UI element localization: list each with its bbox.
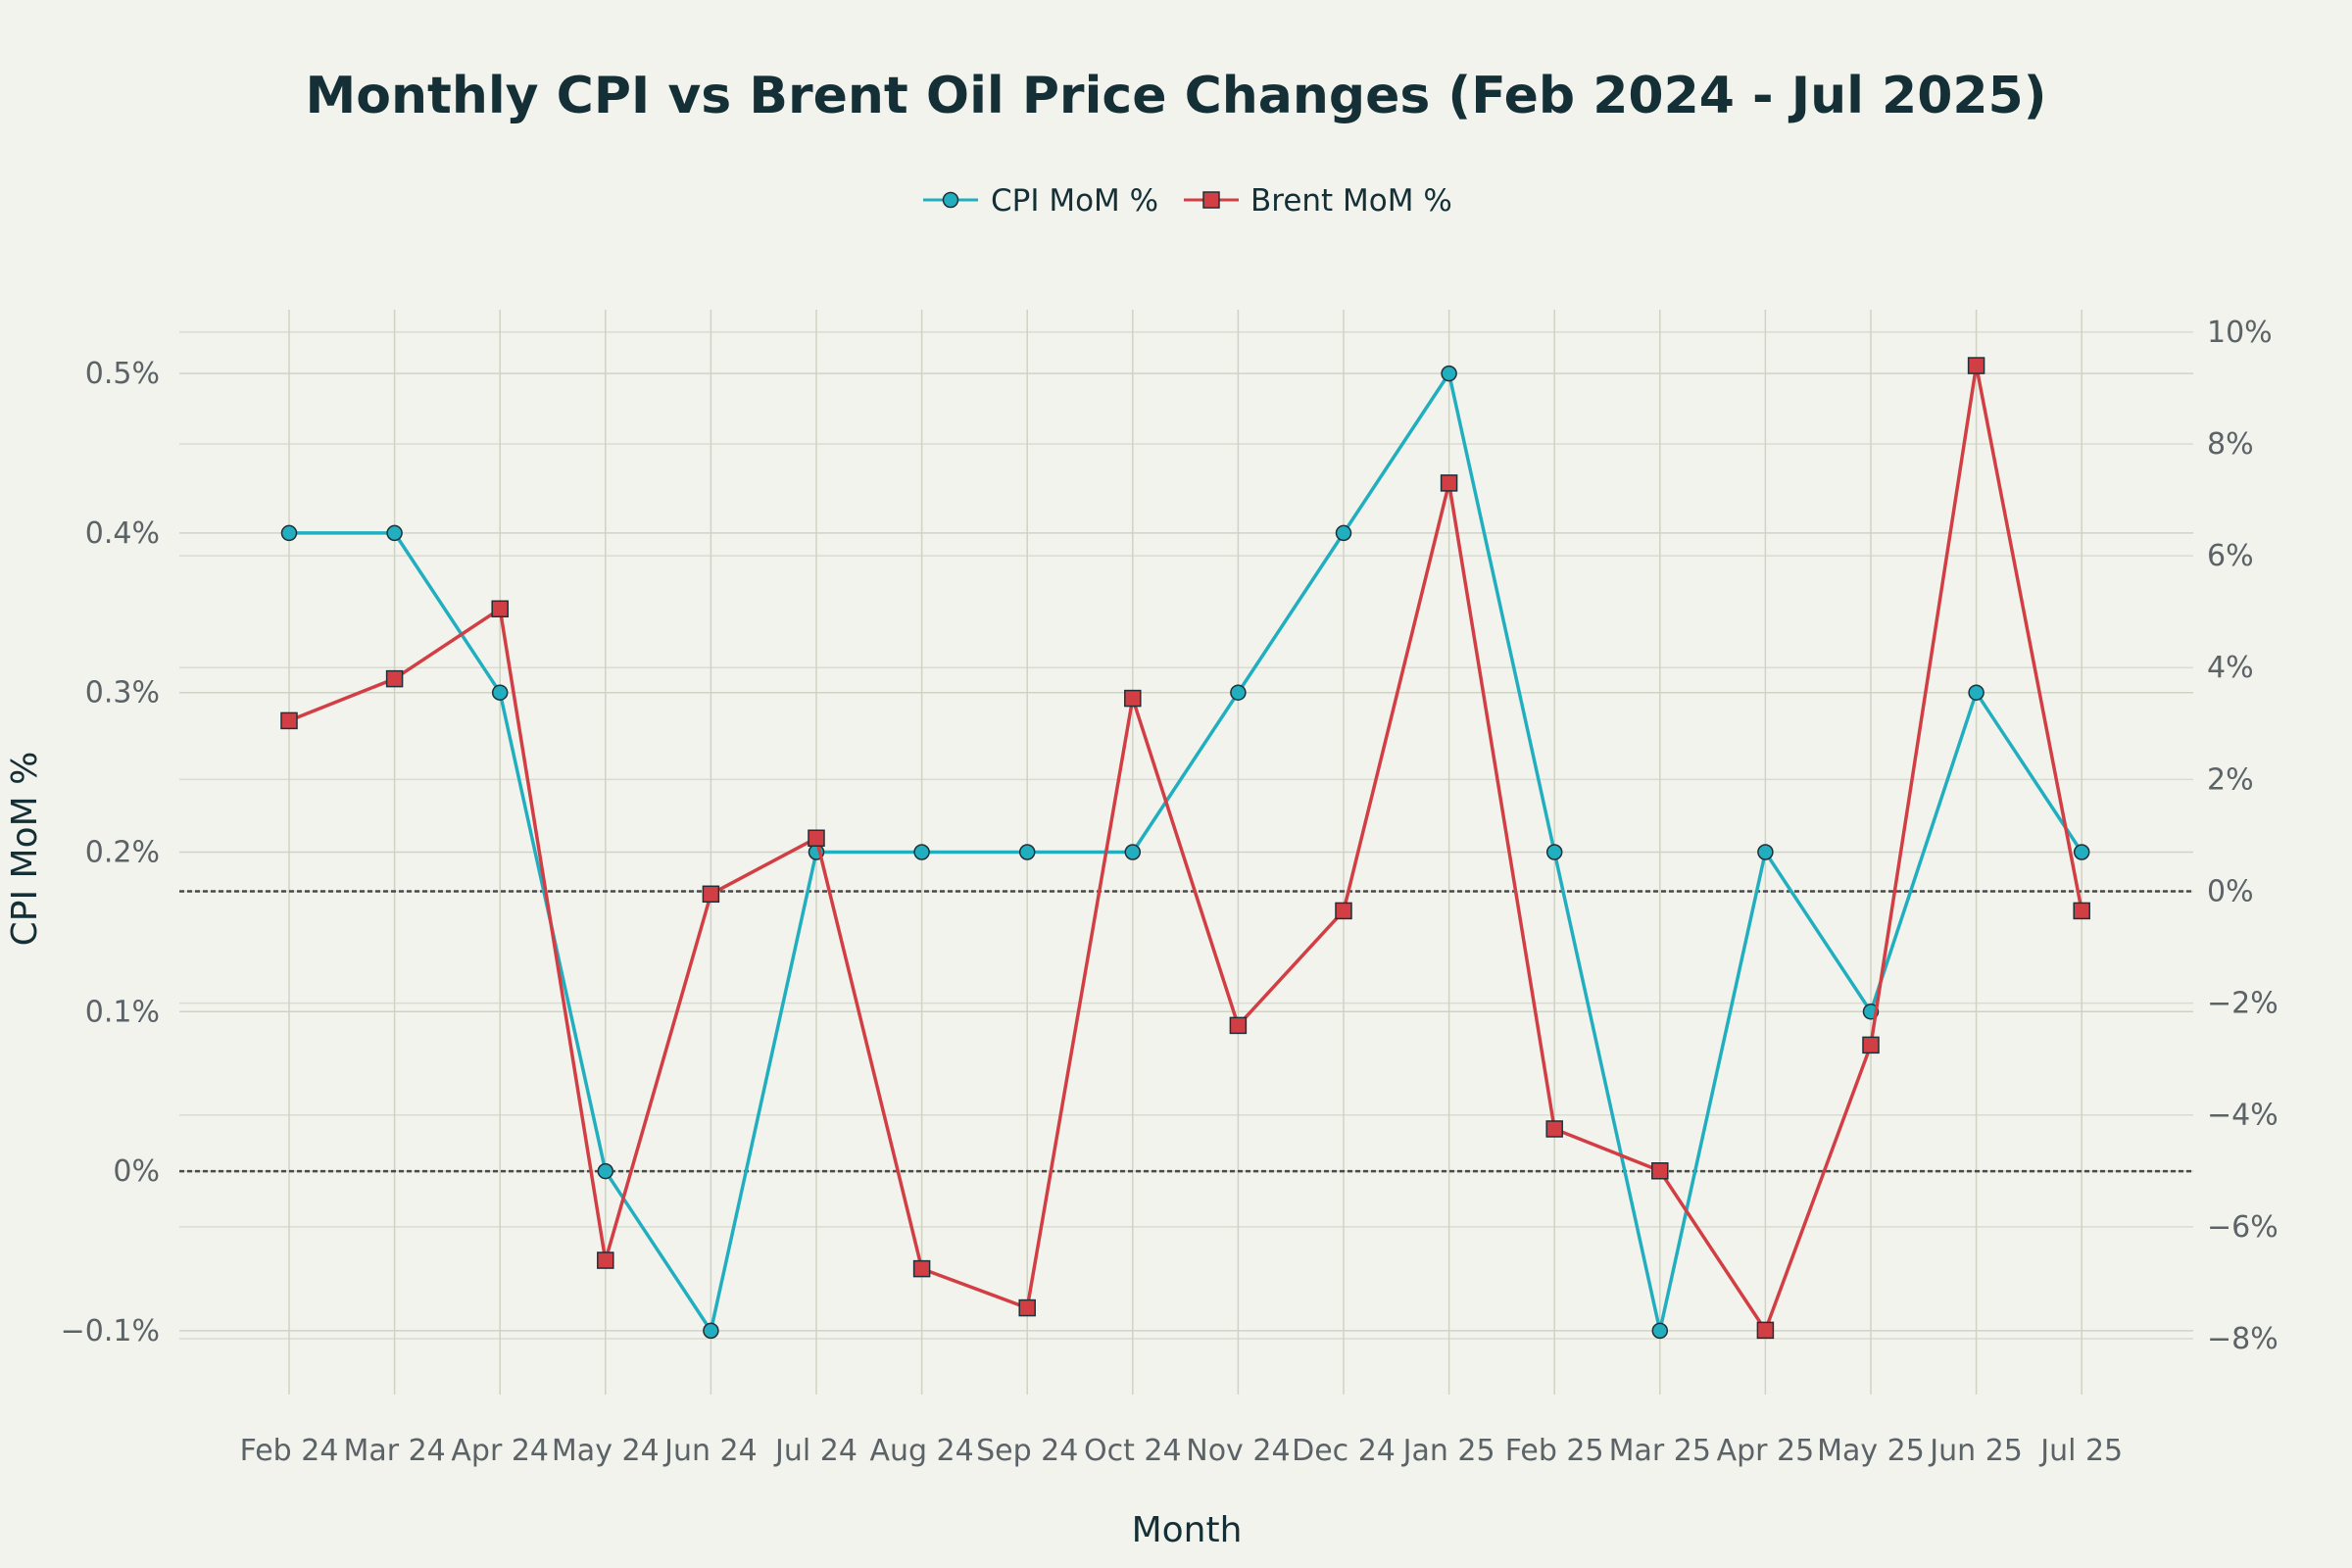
- cpi-point: [2073, 844, 2090, 860]
- x-tick-label: Feb 24: [240, 1434, 339, 1468]
- cpi-point: [1651, 1322, 1669, 1340]
- brent-point: [280, 711, 298, 730]
- y-tick-label: 0.1%: [85, 995, 160, 1029]
- brent-point: [1335, 902, 1352, 920]
- x-tick-label: Aug 24: [869, 1434, 973, 1468]
- x-tick-label: Jun 24: [662, 1434, 758, 1468]
- x-tick-label: Mar 25: [1609, 1434, 1711, 1468]
- legend-brent-label: Brent MoM %: [1250, 183, 1452, 219]
- cpi-series-line: [289, 371, 2083, 1333]
- cpi-point: [1018, 844, 1036, 860]
- gridlines: [179, 310, 2193, 1395]
- brent-point: [597, 1251, 614, 1269]
- legend-cpi-marker: [942, 191, 959, 209]
- legend: CPI MoM % Brent MoM %: [923, 183, 1452, 219]
- x-tick-label: Sep 24: [976, 1434, 1078, 1468]
- y-tick-label: 0.2%: [85, 836, 160, 870]
- cpi-point: [386, 524, 403, 542]
- y2-tick-label: 2%: [2207, 762, 2254, 797]
- x-tick-label: Dec 24: [1292, 1434, 1396, 1468]
- y-tick-label: 0.5%: [85, 357, 160, 391]
- y2-tick-label: −8%: [2207, 1322, 2278, 1356]
- cpi-point: [913, 844, 930, 860]
- x-tick-label: Jul 25: [2038, 1434, 2123, 1468]
- x-tick-label: May 25: [1817, 1434, 1925, 1468]
- y-tick-label: −0.1%: [61, 1314, 160, 1348]
- y-tick-label: 0.4%: [85, 516, 160, 551]
- brent-point: [491, 600, 509, 618]
- brent-point: [702, 885, 720, 904]
- x-axis-title: Month: [1132, 1510, 1243, 1550]
- brent-point: [1124, 689, 1142, 708]
- x-tick-label: Apr 25: [1717, 1434, 1815, 1468]
- x-tick-label: Feb 25: [1505, 1434, 1604, 1468]
- brent-point: [385, 669, 404, 688]
- x-tick-label: Nov 24: [1186, 1434, 1290, 1468]
- legend-cpi-label: CPI MoM %: [991, 183, 1158, 219]
- y2-tick-label: −4%: [2207, 1099, 2278, 1133]
- brent-point: [1018, 1298, 1036, 1317]
- y2-tick-label: 6%: [2207, 539, 2254, 573]
- y2-tick-label: −2%: [2207, 987, 2278, 1021]
- brent-point: [2073, 902, 2090, 920]
- brent-point: [1862, 1036, 1880, 1054]
- cpi-point: [1230, 684, 1247, 701]
- x-tick-label: May 24: [552, 1434, 660, 1468]
- y2-tick-label: 4%: [2207, 651, 2254, 685]
- cpi-point: [597, 1162, 614, 1180]
- y-axis-title: CPI MoM %: [5, 752, 45, 947]
- series-layer: [280, 357, 2090, 1340]
- y2-tick-label: −6%: [2207, 1210, 2278, 1245]
- cpi-point: [1441, 365, 1457, 382]
- x-tick-label: Oct 24: [1084, 1434, 1182, 1468]
- y2-tick-label: 8%: [2207, 427, 2254, 462]
- brent-point: [1545, 1120, 1563, 1138]
- brent-point: [808, 829, 825, 847]
- cpi-point: [1124, 844, 1142, 860]
- cpi-point: [1545, 844, 1563, 860]
- y2-tick-label: 0%: [2207, 874, 2254, 908]
- cpi-point: [1335, 524, 1352, 542]
- cpi-point: [1968, 684, 1984, 701]
- x-tick-label: Jun 25: [1928, 1434, 2023, 1468]
- brent-series-line: [288, 364, 2083, 1333]
- x-tick-label: Jan 25: [1401, 1434, 1495, 1468]
- brent-point: [1756, 1321, 1775, 1340]
- y2-tick-label: 10%: [2207, 316, 2273, 350]
- y-tick-label: 0%: [113, 1154, 160, 1189]
- cpi-point: [280, 524, 298, 542]
- brent-point: [1967, 357, 1985, 374]
- zero-reference-lines: [179, 890, 2193, 1173]
- brent-point: [1229, 1016, 1248, 1035]
- y-axis-left-ticks: −0.1% 0% 0.1% 0.2% 0.3% 0.4% 0.5%: [61, 357, 160, 1348]
- legend-brent-marker: [1202, 191, 1220, 209]
- y-tick-label: 0.3%: [85, 676, 160, 710]
- y-axis-right-ticks: −8% −6% −4% −2% 0% 2% 4% 6% 8% 10%: [2207, 316, 2278, 1356]
- cpi-point: [1757, 844, 1774, 860]
- x-tick-label: Jul 24: [773, 1434, 858, 1468]
- cpi-point: [703, 1322, 719, 1340]
- brent-point: [912, 1259, 931, 1278]
- x-axis-ticks: Feb 24 Mar 24 Apr 24 May 24 Jun 24 Jul 24 Aug …: [240, 1434, 2124, 1468]
- x-tick-label: Apr 24: [451, 1434, 549, 1468]
- cpi-point: [491, 684, 509, 701]
- brent-point: [1651, 1162, 1669, 1180]
- x-tick-label: Mar 24: [343, 1434, 445, 1468]
- brent-point: [1440, 474, 1458, 492]
- chart-title: Monthly CPI vs Brent Oil Price Changes (…: [305, 67, 2046, 125]
